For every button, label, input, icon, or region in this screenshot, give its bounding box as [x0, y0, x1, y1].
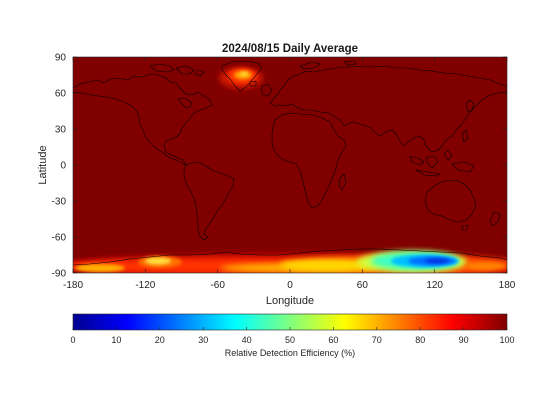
colorbar-tick-label: 50	[285, 335, 295, 345]
colorbar-tick-label: 10	[111, 335, 121, 345]
map-panel: -180 -120 -60 0 60 120 180 90 60 30 0 -30 -60 -90	[52, 53, 516, 292]
x-tick-label: 0	[287, 280, 293, 291]
colorbar-tick-label: 100	[499, 335, 514, 345]
longitude-ticks: -180 -120 -60 0 60 120 180	[63, 57, 516, 291]
africa-coast	[271, 112, 347, 209]
colorbar-tick-label: 40	[242, 335, 252, 345]
colorbar-tick-label: 60	[328, 335, 338, 345]
efficiency-field	[73, 57, 507, 273]
colorbar-label: Relative Detection Efficiency (%)	[225, 348, 355, 358]
y-tick-label: 60	[55, 89, 67, 100]
x-axis-label: Longitude	[266, 295, 314, 307]
x-tick-label: 180	[499, 280, 516, 291]
x-tick-label: 60	[357, 280, 369, 291]
eurasia-coast	[269, 65, 507, 153]
colorbar-ticks: 0 10 20 30 40 50 60 70 80 90 100	[70, 327, 515, 345]
low-efficiency-regions	[73, 67, 507, 273]
australia-coast	[424, 179, 477, 223]
north-america-coast	[73, 73, 213, 166]
colorbar: 0 10 20 30 40 50 60 70 80 90 100 Relative Detectio…	[70, 313, 515, 358]
x-tick-label: 120	[426, 280, 443, 291]
coastlines	[73, 60, 507, 266]
colorbar-tick-label: 30	[198, 335, 208, 345]
antarctic-depression	[73, 251, 507, 273]
y-tick-label: 90	[55, 53, 67, 64]
greenland-coast	[221, 60, 263, 92]
colorbar-tick-label: 80	[415, 335, 425, 345]
south-america-coast	[183, 161, 235, 241]
antarctica-coast	[73, 248, 507, 266]
x-tick-label: -180	[63, 280, 83, 291]
colorbar-tick-label: 90	[459, 335, 469, 345]
map-title: 2024/08/15 Daily Average	[222, 43, 358, 55]
y-tick-label: 30	[55, 125, 67, 136]
y-axis-label: Latitude	[37, 145, 49, 184]
x-tick-label: -60	[210, 280, 225, 291]
y-tick-label: -60	[52, 233, 67, 244]
y-tick-label: -30	[52, 197, 67, 208]
y-tick-label: 0	[60, 161, 66, 172]
colorbar-tick-label: 70	[372, 335, 382, 345]
latitude-ticks: 90 60 30 0 -30 -60 -90	[52, 53, 507, 280]
y-tick-label: -90	[52, 269, 67, 280]
colorbar-tick-label: 0	[70, 335, 75, 345]
colorbar-tick-label: 20	[155, 335, 165, 345]
x-tick-label: -120	[135, 280, 155, 291]
